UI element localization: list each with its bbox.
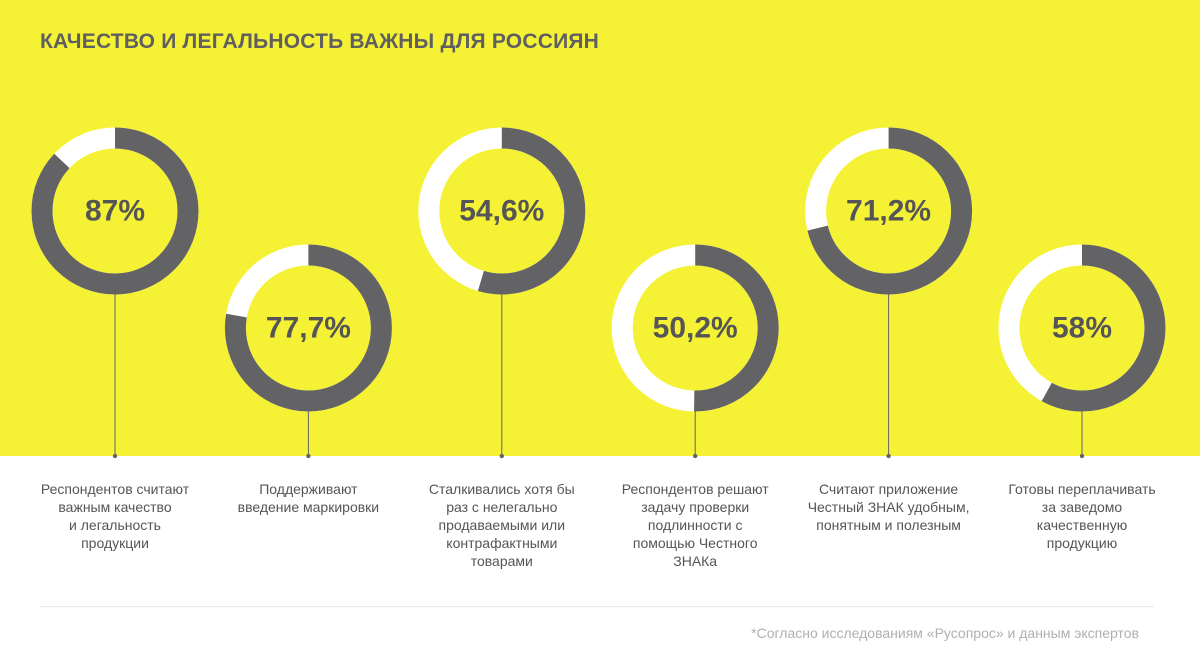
donut-caption: Готовы переплачивать за заведомо качествен…	[992, 480, 1172, 552]
caption-line: понятным и полезным	[816, 517, 961, 533]
donut-value-arc	[998, 244, 1166, 412]
caption-line: товарами	[470, 553, 533, 569]
donut-value-label: 50,2%	[653, 312, 738, 345]
donut-caption: Считают приложение Честный ЗНАК удобным, п…	[799, 480, 979, 534]
donut-value-label: 87%	[85, 195, 145, 228]
donut-caption: Респондентов решают задачу проверки подлин…	[605, 480, 785, 570]
caption-line: важным качество	[58, 499, 172, 515]
donut-value-arc	[224, 244, 392, 412]
divider	[40, 606, 1153, 607]
caption-line: Поддерживают	[259, 481, 358, 497]
caption-line: Готовы переплачивать	[1008, 481, 1156, 497]
caption-line: продаваемыми или	[438, 517, 566, 533]
donut-value-arc	[805, 127, 973, 295]
caption-line: ЗНАКа	[673, 553, 718, 569]
connector-dot	[1079, 453, 1085, 459]
donut-value-arc	[31, 127, 199, 295]
caption-line: раз с нелегально	[446, 499, 558, 515]
donut-value-label: 71,2%	[846, 195, 931, 228]
donut-caption: Поддерживают введение маркировки	[218, 480, 398, 516]
caption-line: подлинности с	[647, 517, 743, 533]
caption-line: Сталкивались хотя бы	[428, 481, 575, 497]
donut-value-label: 54,6%	[459, 195, 544, 228]
donut-value-label: 58%	[1052, 312, 1112, 345]
caption-line: и легальность	[69, 517, 161, 533]
caption-line: Честный ЗНАК удобным,	[807, 499, 970, 515]
caption-line: продукции	[81, 535, 149, 551]
donut-caption: Сталкивались хотя бы раз с нелегально прод…	[412, 480, 592, 570]
donut-caption: Респондентов считают важным качество и лег…	[25, 480, 205, 552]
caption-line: Считают приложение	[818, 481, 959, 497]
caption-line: Респондентов решают	[621, 481, 769, 497]
connector-dot	[112, 453, 118, 459]
yellow-background	[0, 0, 1200, 456]
caption-line: Респондентов считают	[40, 481, 190, 497]
caption-line: контрафактными	[446, 535, 558, 551]
caption-line: за заведомо	[1041, 499, 1123, 515]
caption-line: продукцию	[1046, 535, 1118, 551]
caption-line: помощью Честного	[632, 535, 758, 551]
connector-dot	[499, 453, 504, 459]
connector-dot	[886, 453, 891, 459]
footnote: *Согласно исследованиям «Русопрос» и дан…	[751, 625, 1139, 641]
connector-dot	[306, 453, 311, 459]
donut-value-label: 77,7%	[266, 312, 351, 345]
donut-value-arc	[611, 244, 779, 412]
donut-value-arc	[418, 127, 586, 295]
connector-dot	[693, 453, 698, 459]
caption-line: задачу проверки	[641, 499, 750, 515]
caption-line: качественную	[1036, 517, 1128, 533]
caption-line: введение маркировки	[237, 499, 380, 515]
page-title: КАЧЕСТВО И ЛЕГАЛЬНОСТЬ ВАЖНЫ ДЛЯ РОССИЯН	[40, 30, 600, 53]
